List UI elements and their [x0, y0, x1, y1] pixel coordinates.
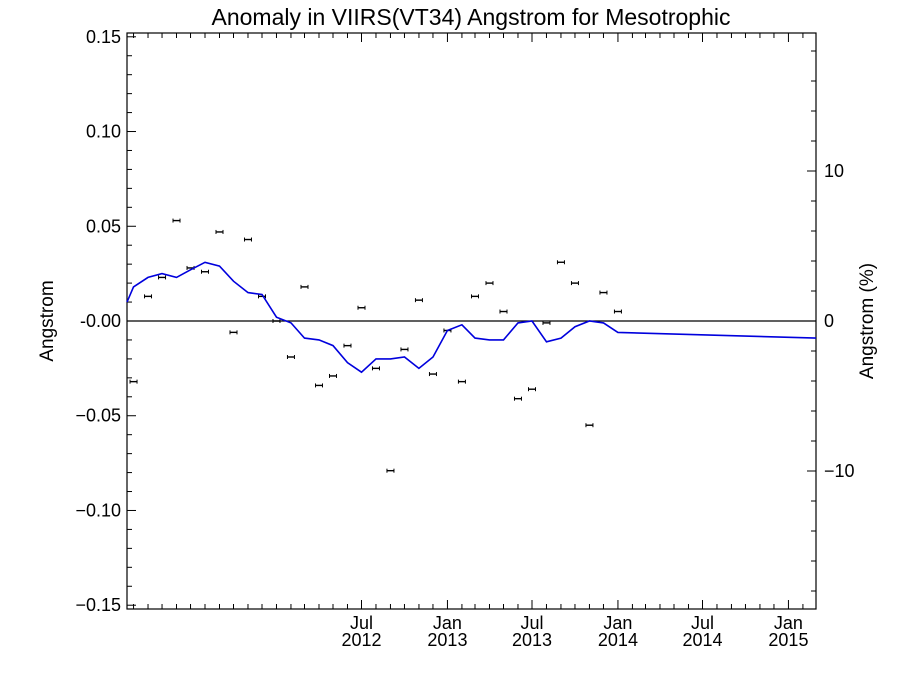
data-point	[428, 372, 437, 377]
data-point	[300, 284, 309, 289]
series-line	[126, 261, 817, 374]
y-tick-label: -0.00	[80, 311, 121, 331]
data-point	[471, 294, 480, 299]
data-point	[371, 366, 380, 371]
x-tick-label-year: 2014	[682, 630, 722, 650]
y-axis-left: 0.15 0.10 0.05 -0.00 −0.05 −0.10 −0.15	[75, 27, 136, 615]
x-tick-label-year: 2012	[341, 630, 381, 650]
y-tick-label: 0.05	[86, 216, 121, 236]
data-point	[585, 423, 594, 428]
x-tick-label-month: Jan	[603, 613, 632, 633]
data-point	[386, 468, 395, 473]
data-point	[314, 383, 323, 388]
y-tick-label: −0.05	[75, 406, 121, 426]
data-point	[527, 387, 536, 392]
y2-axis-label: Angstrom (%)	[857, 263, 878, 379]
x-tick-label-month: Jul	[691, 613, 714, 633]
data-point	[457, 379, 466, 384]
y-tick-label: −0.10	[75, 500, 121, 520]
y-tick-label: −0.15	[75, 595, 121, 615]
y-axis-label: Angstrom	[37, 280, 58, 361]
data-point	[343, 343, 352, 348]
data-point	[286, 355, 295, 359]
x-tick-label-year: 2014	[598, 630, 638, 650]
data-point	[272, 319, 281, 323]
x-tick-label-year: 2013	[427, 630, 467, 650]
y-tick-label: 0.15	[86, 27, 121, 47]
x-tick-label-year: 2013	[512, 630, 552, 650]
x-tick-label-month: Jan	[433, 613, 462, 633]
data-point	[328, 373, 337, 378]
y-tick-label: 0.10	[86, 122, 121, 142]
data-point	[556, 260, 565, 265]
data-point	[513, 396, 522, 401]
y2-tick-label: −10	[824, 461, 855, 481]
data-point	[414, 298, 423, 303]
data-point	[599, 290, 608, 295]
data-point	[613, 309, 622, 314]
x-tick-label-month: Jul	[520, 613, 543, 633]
y-axis-right: 10 0 −10	[807, 50, 855, 592]
chart-title: Anomaly in VIIRS(VT34) Angstrom for Meso…	[212, 4, 731, 30]
data-point	[257, 294, 266, 299]
x-axis-top	[133, 33, 817, 42]
data-point	[158, 275, 167, 280]
x-tick-label-month: Jan	[774, 613, 803, 633]
data-point	[229, 330, 238, 335]
y2-tick-label: 0	[824, 311, 834, 331]
data-point	[215, 229, 224, 234]
data-point	[243, 237, 252, 242]
x-tick-label-year: 2015	[768, 630, 808, 650]
data-point	[144, 294, 153, 299]
series-layer	[126, 218, 817, 473]
data-point	[357, 305, 366, 310]
y2-tick-label: 10	[824, 161, 844, 181]
data-point	[542, 320, 551, 325]
data-point	[129, 379, 138, 384]
data-point	[570, 281, 579, 286]
data-point	[400, 347, 409, 352]
data-point	[172, 218, 181, 223]
data-point	[499, 309, 508, 314]
x-tick-label-month: Jul	[350, 613, 373, 633]
x-axis: Jul2012Jan2013Jul2013Jan2014Jul2014Jan20…	[133, 600, 817, 650]
data-point	[201, 269, 210, 274]
data-point	[485, 281, 494, 286]
